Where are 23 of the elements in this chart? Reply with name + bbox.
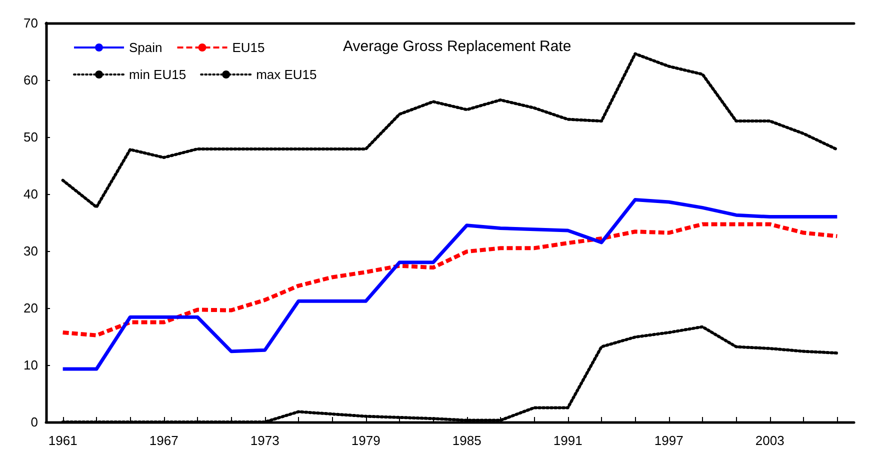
x-tick-label: 1997 <box>654 433 684 448</box>
legend-label: Spain <box>129 40 162 55</box>
x-tick-label: 1979 <box>351 433 380 448</box>
legend-label: max EU15 <box>256 67 317 82</box>
line-series <box>60 222 840 338</box>
x-tick-label: 2003 <box>755 433 784 448</box>
x-tick-label: 1985 <box>452 433 482 448</box>
y-tick-label: 10 <box>24 358 38 372</box>
legend-label: min EU15 <box>129 67 186 82</box>
line-series <box>61 198 839 371</box>
x-tick-label: 1961 <box>48 433 78 448</box>
y-tick-label: 50 <box>24 130 38 144</box>
x-tick-label: 1973 <box>250 433 280 448</box>
legend-label: EU15 <box>232 40 265 55</box>
x-tick-label: 1991 <box>553 433 582 448</box>
y-tick-label: 60 <box>24 72 38 88</box>
x-tick-label: 1967 <box>149 433 178 448</box>
y-tick-label: 70 <box>24 16 38 30</box>
y-tick-label: 20 <box>24 300 38 316</box>
y-tick-label: 30 <box>24 244 38 258</box>
text: Average Gross Replacement Rate <box>343 38 572 55</box>
y-tick-label: 40 <box>24 186 38 202</box>
y-tick-label: 0 <box>30 414 38 430</box>
